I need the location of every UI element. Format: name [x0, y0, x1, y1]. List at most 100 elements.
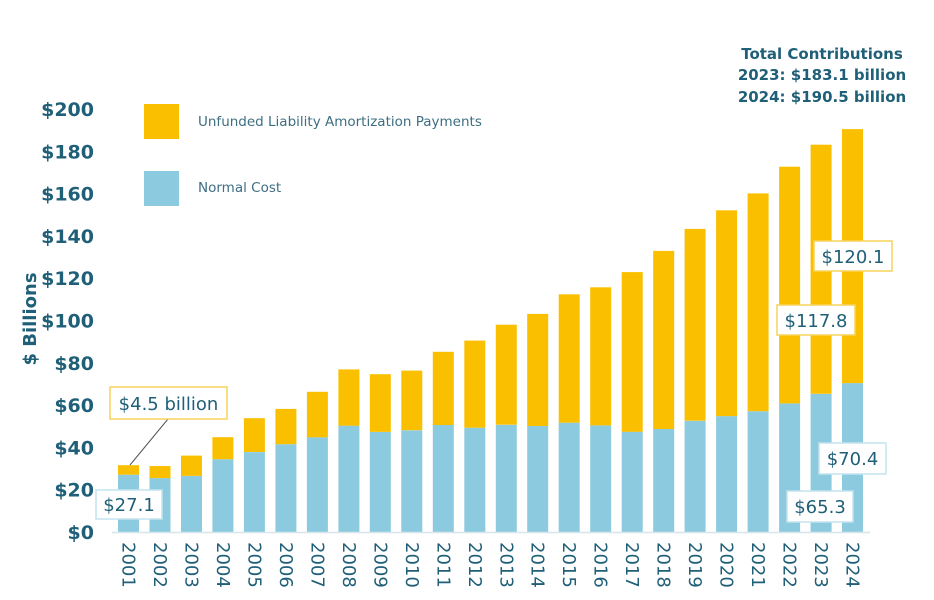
- annotation-box-65-3: [786, 490, 854, 523]
- bar-normal-cost-2005: [243, 452, 265, 532]
- bar-normal-cost-2015: [558, 422, 580, 532]
- x-tick-label: 2004: [212, 542, 233, 588]
- x-tick-label: 2017: [621, 542, 642, 588]
- bar-unfunded-liability-amortization-payments-2019: [684, 228, 706, 421]
- annotation-70-4: $70.4: [827, 449, 879, 470]
- total-contributions-2023: 2023: $183.1 billion: [738, 66, 906, 84]
- x-tick-label: 2007: [306, 542, 327, 588]
- x-tick-label: 2024: [842, 542, 863, 588]
- bar-normal-cost-2007: [306, 437, 328, 532]
- y-tick-label: $120: [41, 268, 94, 290]
- x-tick-label: 2002: [149, 542, 170, 588]
- x-tick-label: 2011: [432, 542, 453, 588]
- x-tick-label: 2001: [118, 542, 139, 588]
- bar-unfunded-liability-amortization-payments-2018: [653, 250, 675, 429]
- bar-normal-cost-2010: [401, 430, 423, 532]
- y-tick-label: $180: [41, 141, 94, 163]
- x-tick-label: 2019: [684, 542, 705, 588]
- annotation-27-1: $27.1: [103, 495, 155, 516]
- y-tick-label: $80: [54, 353, 94, 375]
- x-tick-label: 2005: [243, 542, 264, 588]
- total-contributions-title: Total Contributions: [741, 45, 903, 63]
- bar-normal-cost-2016: [590, 425, 612, 532]
- bar-unfunded-liability-amortization-payments-2011: [432, 351, 454, 425]
- legend-swatch-normal-cost: [144, 171, 179, 206]
- total-contributions-2024: 2024: $190.5 billion: [738, 88, 906, 106]
- x-tick-label: 2018: [653, 542, 674, 588]
- y-tick-label: $100: [41, 311, 94, 333]
- bar-normal-cost-2011: [432, 425, 454, 532]
- bar-unfunded-liability-amortization-payments-2004: [212, 437, 234, 460]
- annotations: $4.5 billion $27.1 $117.8 $120.1 $65.3 $…: [95, 240, 893, 523]
- bar-unfunded-liability-amortization-payments-2017: [621, 272, 643, 432]
- annotation-leader-line: [129, 418, 169, 466]
- bar-unfunded-liability-amortization-payments-2009: [369, 374, 391, 432]
- bar-unfunded-liability-amortization-payments-2021: [747, 193, 769, 412]
- legend: Unfunded Liability Amortization Payments…: [144, 104, 482, 206]
- x-tick-label: 2009: [369, 542, 390, 588]
- bar-normal-cost-2013: [495, 424, 517, 532]
- annotation-117-8: $117.8: [785, 311, 848, 332]
- x-tick-label: 2013: [495, 542, 516, 588]
- x-tick-label: 2020: [716, 542, 737, 588]
- y-tick-label: $160: [41, 184, 94, 206]
- bar-unfunded-liability-amortization-payments-2007: [306, 391, 328, 438]
- bar-normal-cost-2018: [653, 429, 675, 532]
- bar-unfunded-liability-amortization-payments-2014: [527, 313, 549, 426]
- bar-normal-cost-2019: [684, 420, 706, 532]
- annotation-box-27-1: [95, 489, 163, 520]
- legend-label-unfunded: Unfunded Liability Amortization Payments: [198, 114, 482, 130]
- x-tick-label: 2021: [747, 542, 768, 588]
- bar-normal-cost-2021: [747, 411, 769, 532]
- x-tick-label: 2012: [464, 542, 485, 588]
- annotation-box-120-1: [813, 240, 893, 272]
- y-tick-label: $60: [54, 395, 94, 417]
- y-axis-label: $ Billions: [20, 272, 41, 365]
- bar-unfunded-liability-amortization-payments-2008: [338, 369, 360, 426]
- legend-swatch-unfunded: [144, 104, 179, 139]
- bar-unfunded-liability-amortization-payments-2003: [181, 455, 202, 476]
- bar-normal-cost-2017: [621, 431, 643, 532]
- x-tick-label: 2008: [338, 542, 359, 588]
- bar-unfunded-liability-amortization-payments-2020: [716, 210, 738, 417]
- annotation-65-3: $65.3: [794, 497, 846, 518]
- bar-normal-cost-2008: [338, 425, 360, 532]
- x-tick-label: 2023: [810, 542, 831, 588]
- total-contributions-note: Total Contributions 2023: $183.1 billion…: [738, 45, 906, 106]
- x-tick-label: 2006: [275, 542, 296, 588]
- annotation-120-1: $120.1: [822, 247, 885, 268]
- bar-normal-cost-2012: [464, 427, 486, 532]
- annotation-box-4-5-billion: [109, 386, 228, 420]
- bar-unfunded-liability-amortization-payments-2022: [779, 166, 801, 404]
- bar-unfunded-liability-amortization-payments-2005: [243, 418, 265, 452]
- bar-unfunded-liability-amortization-payments-2006: [275, 408, 297, 445]
- bar-unfunded-liability-amortization-payments-2016: [590, 287, 612, 426]
- x-tick-label: 2015: [558, 542, 579, 588]
- x-tick-label: 2010: [401, 542, 422, 588]
- annotation-box-117-8: [776, 304, 856, 336]
- bar-unfunded-liability-amortization-payments-2010: [401, 370, 423, 431]
- x-tick-label: 2014: [527, 542, 548, 588]
- bar-normal-cost-2009: [369, 432, 391, 532]
- bar-unfunded-liability-amortization-payments-2002: [149, 466, 171, 479]
- annotation-4-5-billion: $4.5 billion: [119, 394, 219, 415]
- bar-normal-cost-2014: [527, 426, 549, 532]
- bar-normal-cost-2003: [181, 476, 202, 532]
- y-axis-ticks: $0 $20 $40 $60 $80 $100 $120 $140 $160 $180 $200: [41, 99, 94, 544]
- bar-unfunded-liability-amortization-payments-2013: [495, 324, 517, 425]
- x-tick-label: 2022: [779, 542, 800, 588]
- y-tick-label: $200: [41, 99, 94, 121]
- bar-unfunded-liability-amortization-payments-2001: [118, 465, 139, 475]
- bar-normal-cost-2006: [275, 444, 297, 532]
- annotation-box-70-4: [818, 442, 887, 475]
- y-tick-label: $140: [41, 226, 94, 248]
- bar-normal-cost-2020: [716, 416, 738, 532]
- legend-label-normal-cost: Normal Cost: [198, 180, 281, 196]
- bar-normal-cost-2004: [212, 459, 234, 532]
- x-axis-ticks: 2001 2002 2003 2004 2005 2006 2007 2008 2009 2010…: [118, 542, 863, 588]
- y-tick-label: $20: [54, 480, 94, 502]
- x-tick-label: 2016: [590, 542, 611, 588]
- x-tick-label: 2003: [181, 542, 202, 588]
- bar-unfunded-liability-amortization-payments-2012: [464, 340, 486, 428]
